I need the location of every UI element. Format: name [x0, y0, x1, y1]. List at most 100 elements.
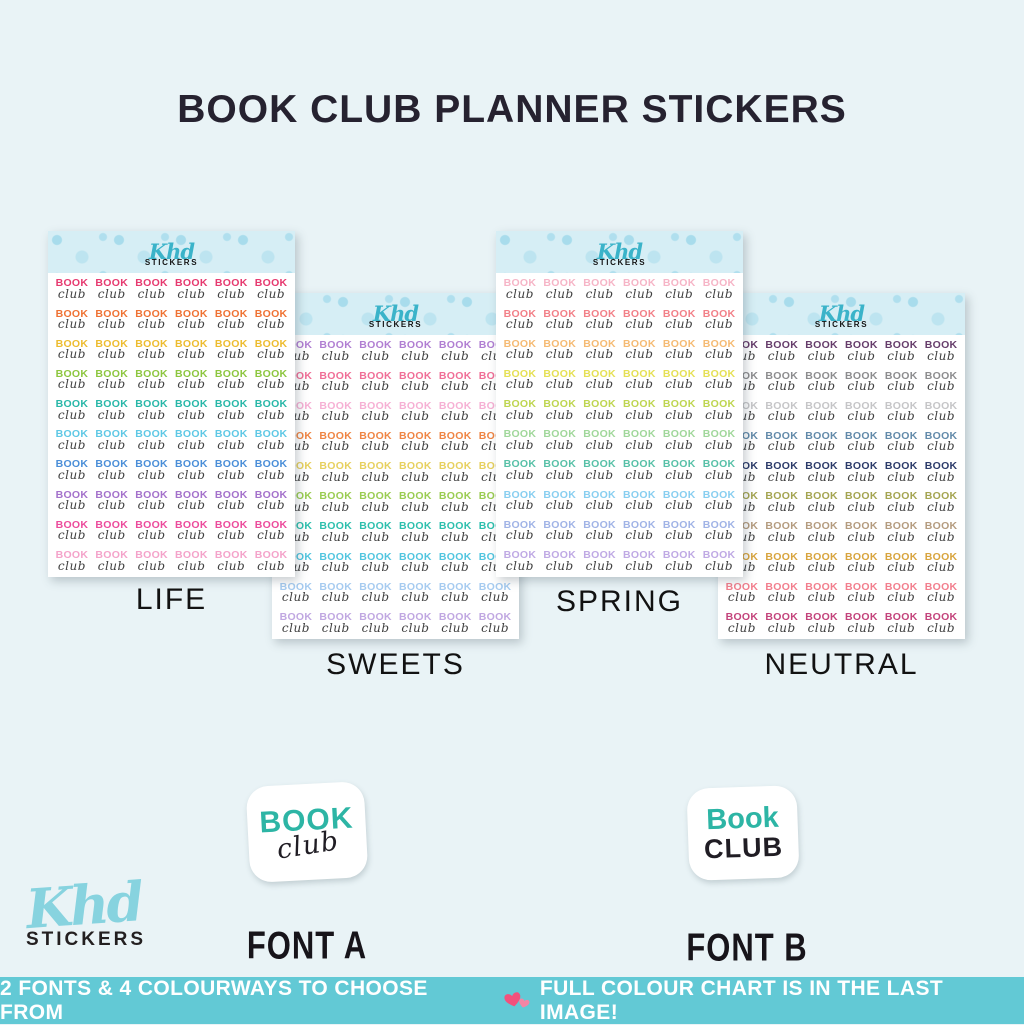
sticker-word-book: BOOK: [623, 428, 656, 441]
sticker-word-book: BOOK: [135, 488, 168, 501]
sheet-label-neutral: NEUTRAL: [764, 648, 919, 681]
sticker-word-club: club: [401, 560, 430, 575]
sticker-word-book: BOOK: [175, 398, 208, 411]
sticker-word-club: club: [505, 437, 534, 452]
sticker-word-club: club: [441, 620, 470, 635]
sticker-word-club: club: [177, 498, 206, 513]
sticker-word-book: BOOK: [765, 399, 799, 412]
sticker-word-club: club: [665, 467, 694, 482]
sticker-word-club: club: [625, 528, 654, 543]
sticker-word-book: BOOK: [884, 460, 918, 473]
sticker-word-club: club: [321, 499, 350, 514]
sticker-word-club: club: [321, 469, 350, 484]
sticker-word-book: BOOK: [845, 490, 878, 503]
sheet-khd-logo-script: Khd: [372, 300, 419, 326]
sticker-word-club: club: [57, 407, 86, 422]
sticker-word-club: club: [177, 437, 206, 452]
sticker-word-club: club: [847, 499, 876, 514]
sticker-word-club: club: [585, 407, 614, 422]
sticker-word-club: club: [807, 620, 836, 635]
sticker-word-book: BOOK: [583, 549, 616, 562]
sticker-word-club: club: [847, 439, 876, 454]
sticker-word-book: BOOK: [479, 431, 512, 442]
sheet-khd-logo-script: Khd: [148, 238, 195, 264]
sticker-word-book: BOOK: [725, 611, 759, 624]
sticker-word-book: BOOK: [924, 460, 958, 473]
sticker-word-club: club: [361, 469, 390, 484]
sticker-word-book: BOOK: [95, 277, 129, 290]
sticker-word-club: club: [807, 379, 836, 394]
sticker-word-book: BOOK: [254, 549, 288, 562]
sticker-word-club: club: [767, 379, 796, 394]
sticker-word-club: club: [281, 590, 310, 605]
sticker-word-club: club: [727, 590, 756, 605]
sticker-word-club: club: [441, 409, 470, 424]
sticker-word-book: BOOK: [95, 307, 129, 320]
sticker-word-club: club: [767, 499, 796, 514]
sticker-word-book: BOOK: [623, 367, 656, 380]
sticker-word-club: club: [705, 467, 734, 482]
sticker-word-book: BOOK: [135, 458, 168, 471]
sticker-word-book: BOOK: [319, 520, 353, 533]
sticker-word-book: BOOK: [924, 550, 958, 563]
font-a-sample-sticker: BOOK club: [245, 780, 369, 884]
sticker-word-club: club: [545, 558, 574, 573]
sticker-grid-sweets: BOOK club BOOK club BOOK club BOOK club BOOK club…: [272, 335, 519, 638]
sticker-word-club: club: [441, 379, 470, 394]
sticker-word-club: club: [97, 377, 126, 392]
sticker-word-book: BOOK: [702, 518, 736, 531]
sticker-sheet-sweets: Khd STICKERS BOOK club BOOK club BOOK club BOOK c…: [272, 293, 519, 639]
sticker-word-book: BOOK: [805, 429, 838, 442]
sticker-word-book: BOOK: [254, 367, 288, 380]
sticker-word-book: BOOK: [583, 428, 616, 441]
sticker-word-club: club: [665, 347, 694, 362]
sticker-word-book: BOOK: [805, 339, 838, 352]
sticker-word-club: club: [97, 407, 126, 422]
sticker-word-book: BOOK: [175, 458, 208, 471]
sticker-word-book: BOOK: [55, 488, 89, 501]
sticker-word-book: BOOK: [399, 429, 432, 442]
sticker-word-club: club: [505, 317, 534, 332]
sticker-word-club: club: [257, 528, 286, 543]
sticker-word-book: BOOK: [503, 307, 537, 320]
sticker-word-book: BOOK: [359, 490, 392, 503]
sticker-word-club: club: [361, 379, 390, 394]
sticker-word-club: club: [545, 467, 574, 482]
sticker-word-club: club: [705, 528, 734, 543]
sticker-word-club: club: [847, 620, 876, 635]
sticker-word-club: club: [505, 558, 534, 573]
sticker-word-club: club: [177, 317, 206, 332]
sticker-word-book: BOOK: [135, 337, 168, 350]
sticker-word-book: BOOK: [845, 520, 878, 533]
sticker-word-club: club: [441, 439, 470, 454]
sticker-word-book: BOOK: [884, 429, 918, 442]
